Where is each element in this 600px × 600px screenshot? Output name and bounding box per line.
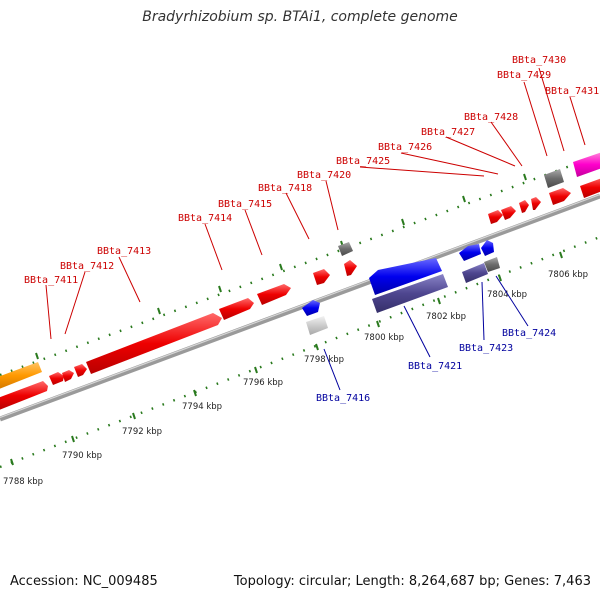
gene-label[interactable]: BBta_7411 [24, 275, 78, 286]
tick-label: 7802 kbp [426, 312, 466, 322]
gene-arrow[interactable] [257, 284, 291, 305]
gene-arrow[interactable] [0, 381, 48, 410]
ruler-tick [279, 263, 283, 271]
gene-label[interactable]: BBta_7418 [258, 183, 312, 194]
reverse-label-leaders [323, 275, 529, 391]
tick-label: 7794 kbp [182, 402, 222, 412]
gene-label[interactable]: BBta_7414 [178, 213, 232, 224]
gene-arrow[interactable] [86, 313, 222, 374]
gene-arrow[interactable] [49, 372, 64, 385]
ruler-tick [254, 366, 258, 374]
gene-label[interactable]: BBta_7431 [545, 86, 599, 97]
genome-backbone [0, 193, 600, 422]
gene-arrow[interactable] [501, 206, 516, 220]
gene-arrow[interactable] [338, 242, 353, 256]
gene-arrow[interactable] [0, 362, 42, 389]
ruler-tick-labels: 7788 kbp 7790 kbp 7792 kbp 7794 kbp 7796… [3, 270, 588, 487]
gene-arrow[interactable] [302, 300, 320, 316]
gene-label[interactable]: BBta_7412 [60, 261, 114, 272]
forward-gene-labels: BBta_7411 BBta_7412 BBta_7413 BBta_7414 … [24, 55, 599, 286]
gene-label[interactable]: BBta_7429 [497, 70, 551, 81]
ruler-tick [376, 320, 380, 328]
gene-label[interactable]: BBta_7425 [336, 156, 390, 167]
gene-label[interactable]: BBta_7423 [459, 343, 513, 354]
gene-arrow[interactable] [549, 188, 571, 205]
ruler-tick [559, 251, 563, 259]
gene-arrow[interactable] [573, 152, 600, 177]
gene-arrow[interactable] [580, 177, 600, 198]
gene-arrow[interactable] [531, 197, 541, 210]
gene-arrow[interactable] [306, 316, 328, 335]
gene-arrow[interactable] [313, 269, 330, 285]
gene-label[interactable]: BBta_7415 [218, 199, 272, 210]
tick-label: 7798 kbp [304, 355, 344, 365]
gene-arrow[interactable] [372, 274, 448, 313]
gene-arrow[interactable] [481, 240, 494, 256]
gene-arrow[interactable] [462, 263, 488, 283]
gene-arrow[interactable] [62, 370, 74, 382]
gene-arrow[interactable] [219, 298, 254, 320]
tick-label: 7806 kbp [548, 270, 588, 280]
ruler-tick [437, 297, 441, 305]
ruler-tick [218, 285, 222, 293]
ruler-tick [315, 343, 319, 351]
gene-label[interactable]: BBta_7424 [502, 328, 556, 339]
gene-label[interactable]: BBta_7426 [378, 142, 432, 153]
forward-gene-track [0, 152, 600, 410]
ruler-tick [523, 173, 527, 181]
gene-arrow[interactable] [344, 260, 357, 276]
accession-text: Accession: NC_009485 [10, 574, 158, 589]
ruler-tick [71, 435, 75, 443]
gene-arrow[interactable] [519, 200, 529, 213]
tick-label: 7804 kbp [487, 290, 527, 300]
gene-label[interactable]: BBta_7427 [421, 127, 475, 138]
map-title: Bradyrhizobium sp. BTAi1, complete genom… [142, 9, 458, 25]
ruler-tick [157, 307, 161, 315]
forward-label-leaders [45, 67, 586, 340]
tick-label: 7790 kbp [62, 451, 102, 461]
tick-label: 7800 kbp [364, 333, 404, 343]
ruler-tick-marks [10, 173, 563, 466]
gene-arrow[interactable] [459, 244, 481, 261]
ruler-tick [132, 412, 136, 420]
tick-label: 7796 kbp [243, 378, 283, 388]
ruler-tick [401, 218, 405, 226]
gene-label[interactable]: BBta_7420 [297, 170, 351, 181]
reverse-gene-track [302, 240, 500, 335]
ruler-tick [193, 389, 197, 397]
gene-label[interactable]: BBta_7421 [408, 361, 462, 372]
gene-arrow[interactable] [544, 169, 564, 188]
ruler-tick [35, 352, 39, 360]
ruler-tick [10, 458, 14, 466]
tick-label: 7792 kbp [122, 427, 162, 437]
gene-label[interactable]: BBta_7413 [97, 246, 151, 257]
ruler-tick [462, 195, 466, 203]
gene-label[interactable]: BBta_7430 [512, 55, 566, 66]
tick-label: 7788 kbp [3, 477, 43, 487]
gene-label[interactable]: BBta_7416 [316, 393, 370, 404]
ruler-tick [498, 274, 502, 282]
gene-arrow[interactable] [74, 364, 87, 377]
gene-arrow[interactable] [369, 258, 442, 295]
gene-arrow[interactable] [488, 210, 503, 224]
gene-arrow[interactable] [484, 257, 500, 272]
genome-summary: Topology: circular; Length: 8,264,687 bp… [233, 574, 591, 589]
reverse-gene-labels: BBta_7416 BBta_7421 BBta_7423 BBta_7424 [316, 328, 556, 404]
gene-label[interactable]: BBta_7428 [464, 112, 518, 123]
